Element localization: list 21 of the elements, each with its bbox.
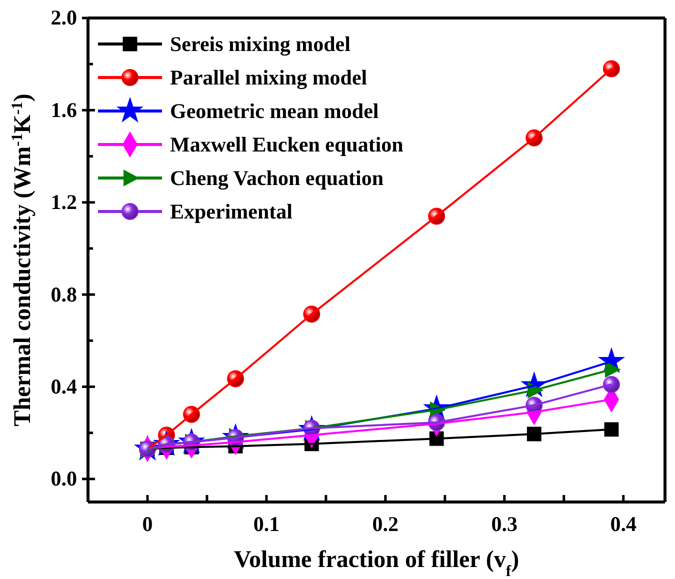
- y-tick-label: 0.0: [50, 466, 77, 491]
- legend-label: Cheng Vachon equation: [170, 166, 384, 190]
- x-axis-title: Volume fraction of filler (v$_{f}$): [234, 547, 520, 579]
- y-tick-label: 1.2: [50, 190, 77, 214]
- y-tick-label: 1.6: [50, 98, 77, 122]
- point: [602, 60, 620, 78]
- x-tick-label: 0.4: [610, 512, 637, 536]
- y-tick-label: 2.0: [50, 6, 77, 30]
- legend-label: Sereis mixing model: [170, 32, 351, 56]
- legend-label: Geometric mean model: [170, 99, 379, 123]
- legend-label: Experimental: [170, 200, 293, 224]
- point: [604, 422, 619, 437]
- y-tick-label: 0.4: [50, 374, 78, 398]
- x-tick-label: 0.2: [372, 512, 399, 536]
- point: [602, 376, 620, 393]
- y-tick-label: 0.8: [50, 282, 77, 306]
- legend-label: Maxwell Eucken equation: [170, 132, 404, 156]
- x-tick-label: 0.3: [491, 512, 518, 536]
- legend-label: Parallel mixing model: [170, 66, 368, 90]
- x-tick-label: 0.1: [253, 512, 280, 536]
- x-tick-label: 0: [142, 512, 153, 536]
